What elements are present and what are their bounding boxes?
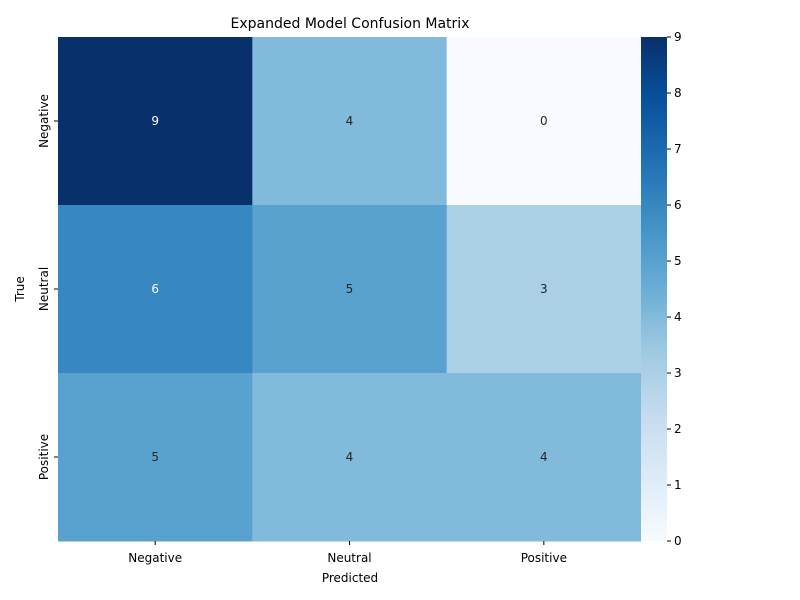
- x-tick-label: Positive: [521, 551, 567, 565]
- cell-value-label: 3: [540, 282, 548, 296]
- cell-value-label: 0: [540, 114, 548, 128]
- colorbar-ticks: 0 1 2 3 4 5 6 7 8 9: [667, 30, 682, 548]
- cell-value-label: 5: [346, 282, 354, 296]
- y-tick-label: Negative: [37, 94, 51, 148]
- y-axis-label: True: [13, 276, 27, 303]
- x-axis-label: Predicted: [322, 571, 378, 585]
- colorbar-tick-label: 6: [674, 198, 682, 212]
- cell-value-label: 6: [151, 282, 159, 296]
- colorbar-tick-label: 7: [674, 142, 682, 156]
- colorbar-tick-label: 1: [674, 478, 682, 492]
- y-tick-label: Neutral: [37, 267, 51, 311]
- colorbar-tick-label: 4: [674, 310, 682, 324]
- cell-value-label: 5: [151, 450, 159, 464]
- x-tick-label: Neutral: [327, 551, 371, 565]
- colorbar-tick-label: 5: [674, 254, 682, 268]
- cell-value-label: 9: [151, 114, 159, 128]
- colorbar-tick-label: 3: [674, 366, 682, 380]
- cell-value-label: 4: [346, 114, 354, 128]
- chart-title: Expanded Model Confusion Matrix: [231, 16, 470, 32]
- x-tick-label: Negative: [128, 551, 182, 565]
- colorbar: [641, 37, 667, 541]
- colorbar-tick-label: 9: [674, 30, 682, 44]
- cell-value-label: 4: [346, 450, 354, 464]
- colorbar-tick-label: 2: [674, 422, 682, 436]
- colorbar-tick-label: 0: [674, 534, 682, 548]
- colorbar-tick-label: 8: [674, 86, 682, 100]
- x-axis: Negative Neutral Positive: [128, 541, 567, 565]
- y-tick-label: Positive: [37, 434, 51, 480]
- cell-value-label: 4: [540, 450, 548, 464]
- y-axis: Negative Neutral Positive: [37, 94, 58, 480]
